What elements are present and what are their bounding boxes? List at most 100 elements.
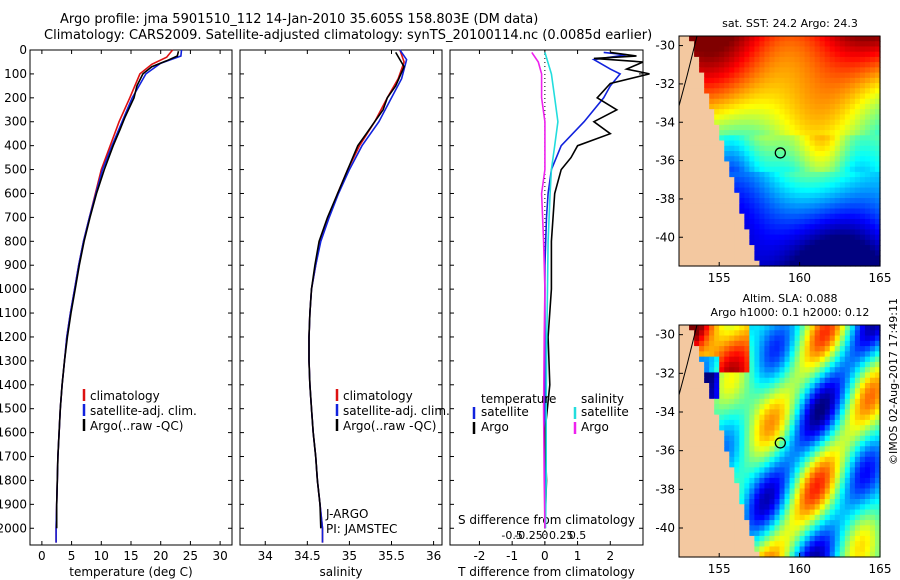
map-cell [834, 419, 841, 426]
map-cell [794, 245, 801, 251]
map-cell [804, 361, 811, 368]
map-cell [874, 103, 881, 110]
map-cell [689, 446, 695, 453]
map-cell [759, 83, 766, 89]
map-cell [759, 203, 766, 210]
map-cell [689, 346, 695, 352]
map-cell [779, 46, 786, 53]
map-cell [854, 419, 861, 426]
map-cell [834, 441, 841, 447]
map-cell [799, 325, 806, 331]
map-cell [734, 77, 740, 84]
map-cell [774, 239, 781, 246]
map-cell [729, 166, 735, 173]
map-cell [819, 229, 826, 236]
map-cell [814, 456, 821, 463]
map-cell [714, 36, 720, 42]
map-cell [679, 213, 685, 220]
map-cell [719, 377, 725, 384]
map-cell [764, 192, 771, 199]
map-cell [754, 472, 761, 479]
map-cell [829, 166, 836, 173]
map-cell [789, 404, 796, 410]
map-cell [874, 509, 881, 516]
map-cell [789, 93, 796, 100]
map-cell [824, 234, 831, 241]
map-cell [839, 245, 846, 251]
map-cell [869, 477, 876, 484]
map-cell [859, 330, 866, 337]
map-cell [839, 551, 846, 558]
map-cell [719, 351, 725, 358]
map-cell [754, 177, 761, 183]
map-cell [779, 372, 786, 379]
map-cell [784, 145, 791, 152]
map-cell [854, 546, 861, 553]
map-cell [769, 435, 776, 442]
map-cell [764, 535, 771, 542]
map-cell [799, 36, 806, 42]
map-cell [714, 325, 720, 331]
map-cell [714, 393, 720, 400]
map-cell [819, 393, 826, 400]
map-cell [719, 372, 725, 379]
map-cell [784, 425, 791, 432]
map-cell [764, 145, 771, 152]
map-cell [704, 325, 710, 331]
map-cell [824, 203, 831, 210]
map-cell [679, 462, 685, 468]
map-cell [859, 213, 866, 220]
map-cell [814, 509, 821, 516]
map-cell [869, 213, 876, 220]
map-cell [754, 361, 761, 368]
map-cell [849, 67, 856, 74]
map-cell [764, 72, 771, 79]
map-cell [704, 93, 710, 100]
map-cell [769, 119, 776, 126]
map-cell [794, 504, 801, 511]
map-cell [794, 140, 801, 147]
map-cell [719, 409, 725, 416]
map-cell [734, 156, 740, 163]
map-cell [694, 177, 700, 183]
map-cell [679, 161, 685, 168]
map-cell [694, 472, 700, 479]
map-cell [754, 88, 761, 95]
map-cell [714, 229, 720, 236]
map-cell [739, 83, 745, 89]
map-cell [739, 56, 745, 63]
map-cell [714, 435, 720, 442]
map-cell [764, 504, 771, 511]
map-cell [769, 98, 776, 105]
map-cell [869, 456, 876, 463]
map-cell [739, 218, 745, 225]
map-cell [774, 51, 781, 58]
map-cell [724, 441, 730, 447]
map-cell [859, 388, 866, 395]
map-cell [819, 250, 826, 257]
map-cell [814, 62, 821, 68]
map-cell [864, 493, 871, 500]
map-cell [679, 51, 685, 58]
map-cell [694, 56, 700, 63]
map-cell [774, 41, 781, 48]
map-cell [754, 203, 761, 210]
map-cell [754, 67, 761, 74]
map-cell [819, 383, 826, 389]
map-cell [824, 93, 831, 100]
map-cell [699, 467, 705, 474]
map-cell [729, 335, 735, 342]
map-cell [774, 229, 781, 236]
map-cell [799, 393, 806, 400]
map-cell [869, 419, 876, 426]
map-cell [679, 88, 685, 95]
map-cell [869, 114, 876, 121]
map-cell [714, 414, 720, 421]
map-cell [809, 130, 816, 136]
map-cell [689, 441, 695, 447]
map-cell [844, 351, 851, 358]
map-cell [819, 224, 826, 231]
map-cell [849, 171, 856, 178]
map-cell [724, 409, 730, 416]
map-cell [684, 535, 690, 542]
